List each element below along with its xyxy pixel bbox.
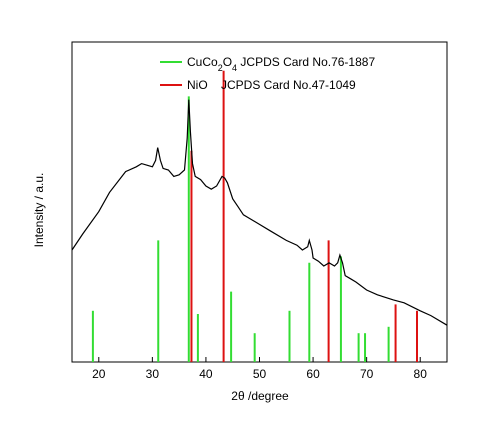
x-tick-label: 50 bbox=[253, 367, 267, 381]
x-tick-label: 20 bbox=[92, 367, 106, 381]
xrd-curve bbox=[71, 99, 448, 326]
x-tick-label: 80 bbox=[414, 367, 428, 381]
x-axis-label: 2θ /degree bbox=[231, 389, 289, 403]
y-axis-label: Intensity / a.u. bbox=[32, 173, 46, 248]
x-tick-label: 60 bbox=[306, 367, 320, 381]
legend-label: CuCo2O4 JCPDS Card No.76-1887 bbox=[187, 55, 375, 73]
x-tick-label: 70 bbox=[360, 367, 374, 381]
x-tick-label: 30 bbox=[146, 367, 160, 381]
x-tick-label: 40 bbox=[199, 367, 213, 381]
legend-label: NiO JCPDS Card No.47-1049 bbox=[187, 78, 356, 92]
